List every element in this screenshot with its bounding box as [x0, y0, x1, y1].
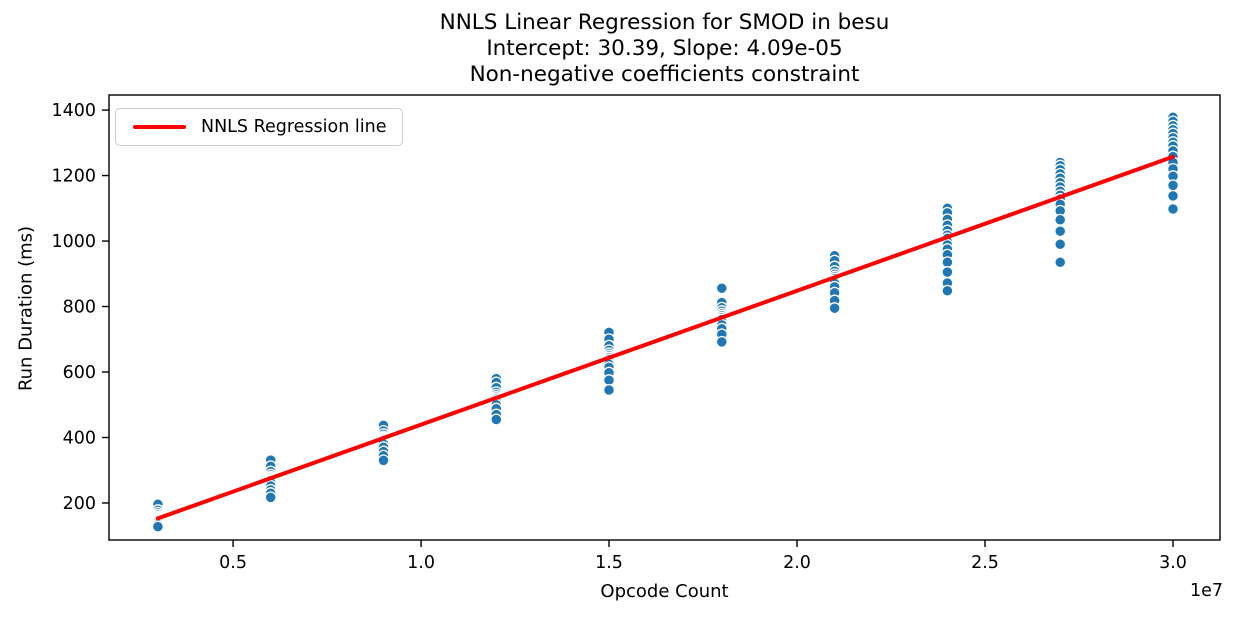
x-tick-label: 2.5 — [971, 553, 999, 573]
scatter-point — [1166, 179, 1180, 192]
y-tick-label: 200 — [63, 494, 96, 514]
legend-label: NNLS Regression line — [201, 117, 387, 137]
scatter-point — [715, 282, 728, 295]
chart-title: NNLS Linear Regression for SMOD in besu … — [109, 10, 1220, 88]
scatter-point — [715, 335, 728, 348]
scatter-point — [941, 284, 954, 297]
x-tick-label: 2.0 — [783, 553, 811, 573]
x-tick-label: 1.0 — [407, 553, 435, 573]
legend-line-sample — [133, 125, 186, 129]
scatter-point — [1166, 189, 1180, 202]
scatter-point — [490, 413, 503, 426]
axes-spines — [108, 94, 1221, 541]
y-tick-label: 600 — [63, 363, 96, 383]
scatter-point — [1054, 213, 1067, 226]
scatter-point — [941, 266, 954, 279]
scatter-point — [602, 383, 616, 397]
scatter-point — [1166, 202, 1180, 216]
chart-title-line2: Intercept: 30.39, Slope: 4.09e-05 — [486, 36, 843, 61]
regression-line — [155, 154, 1175, 521]
x-tick-label: 0.5 — [219, 553, 247, 573]
y-tick-label: 1400 — [51, 101, 96, 121]
x-axis-label: Opcode Count — [600, 581, 729, 602]
scatter-point — [1054, 225, 1067, 238]
scatter-point — [377, 454, 390, 467]
chart-title-line1: NNLS Linear Regression for SMOD in besu — [439, 10, 890, 35]
scatter-point — [151, 520, 164, 533]
y-axis-label: Run Duration (ms) — [15, 225, 37, 392]
chart-title-line3: Non-negative coefficients constraint — [469, 62, 860, 87]
scatter-point — [828, 302, 841, 315]
scatter-point — [1054, 238, 1067, 251]
y-tick-label: 1200 — [51, 167, 96, 187]
scatter-point — [1054, 256, 1067, 269]
y-tick-label: 1000 — [51, 232, 96, 252]
legend: NNLS Regression line — [115, 108, 404, 146]
x-tick-label: 1.5 — [595, 553, 623, 573]
y-tick-label: 800 — [63, 298, 96, 318]
y-tick-label: 400 — [63, 429, 96, 449]
x-tick-label: 3.0 — [1159, 553, 1187, 573]
scatter-point — [264, 491, 277, 504]
x-axis-offset-label: 1e7 — [1189, 581, 1223, 601]
